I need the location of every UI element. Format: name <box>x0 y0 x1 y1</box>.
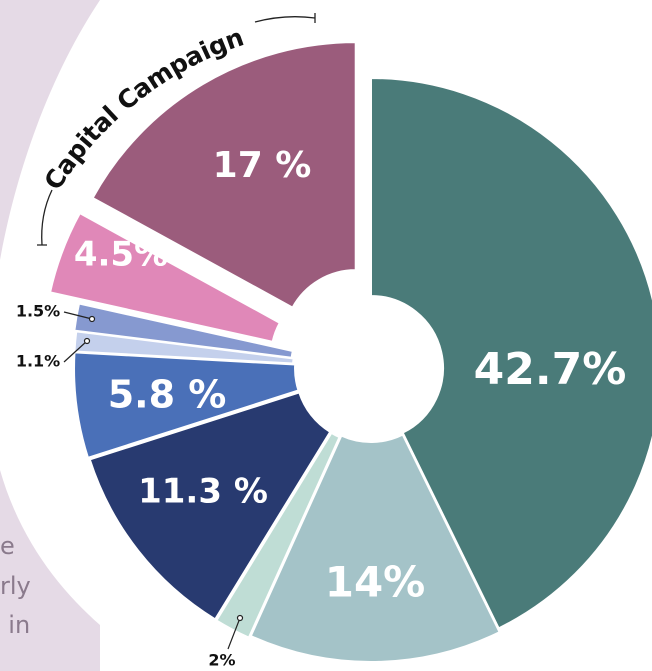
side-text-line: e <box>0 532 15 560</box>
slice <box>370 76 652 630</box>
leader-dot <box>88 315 96 323</box>
leader-line <box>63 311 93 320</box>
slice <box>73 302 295 359</box>
labels: 42.7% 14% 2% 11.3 % 5.8 % 1.1% 1.5% 4.5% 17 % <box>16 145 627 670</box>
bracket <box>254 13 316 23</box>
side-panel <box>0 0 100 671</box>
bracket <box>37 189 53 246</box>
value-label: 17 % <box>213 145 312 186</box>
slice <box>249 433 501 663</box>
leader-dot <box>83 337 91 345</box>
value-label: 2% <box>208 651 235 670</box>
value-label: 5.8 % <box>108 373 227 417</box>
side-text: e rly l in <box>0 532 31 639</box>
slice <box>73 330 295 365</box>
value-label: 11.3 % <box>138 472 268 512</box>
side-text-line: l in <box>0 611 30 639</box>
slice <box>215 431 341 639</box>
leader-line <box>227 617 241 650</box>
leader-line <box>63 340 88 363</box>
value-label: 42.7% <box>474 344 627 395</box>
leader-dot <box>236 614 244 622</box>
side-text-line: rly <box>0 572 31 600</box>
value-label: 14% <box>325 558 426 607</box>
slices <box>48 41 652 663</box>
slice <box>48 211 282 344</box>
slice <box>91 41 357 309</box>
value-label: 1.5% <box>16 302 60 321</box>
slice <box>88 391 332 621</box>
value-label: 4.5% <box>74 235 168 275</box>
value-label: 1.1% <box>16 352 60 371</box>
